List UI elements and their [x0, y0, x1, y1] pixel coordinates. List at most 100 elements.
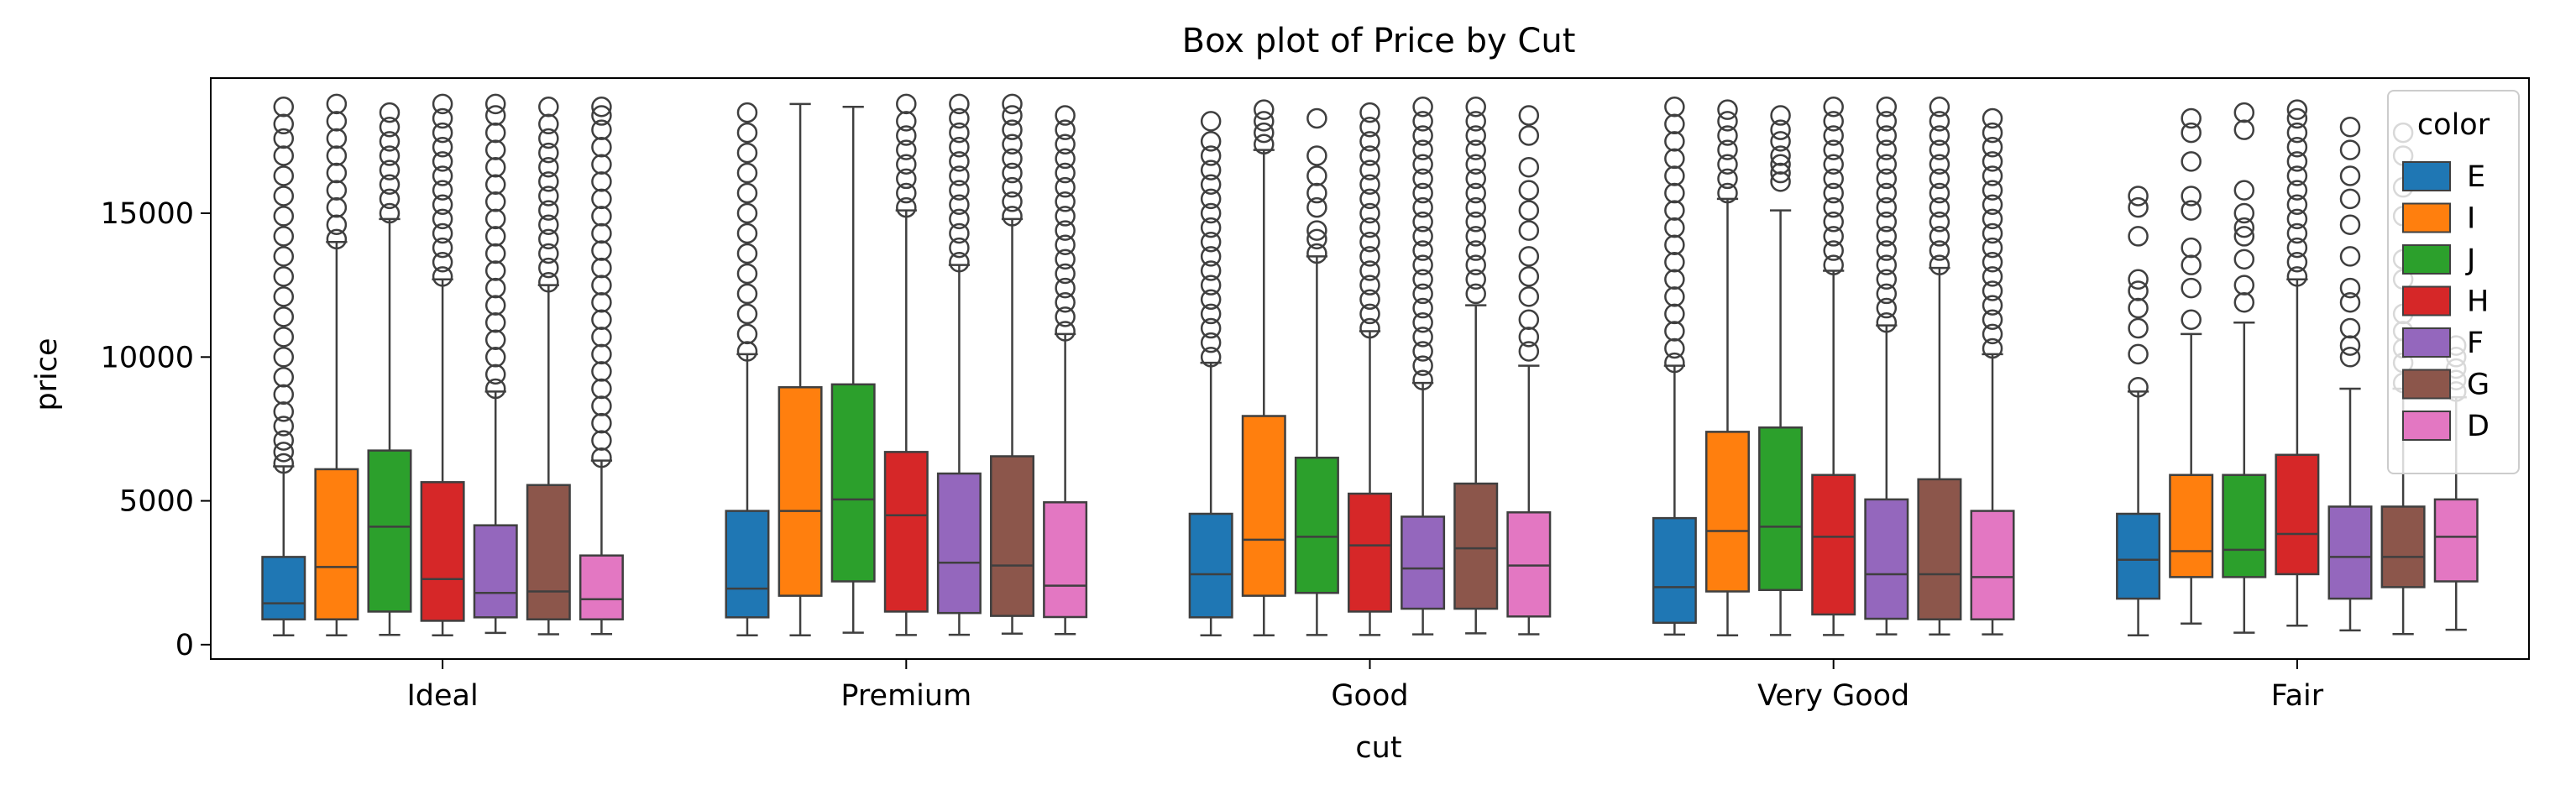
outlier-point	[1876, 125, 1898, 146]
outlier-point	[2128, 186, 2149, 207]
outlier-point	[1200, 131, 1222, 152]
outlier-point	[1002, 148, 1023, 170]
outlier-point	[1518, 266, 1540, 287]
outlier-point	[1412, 139, 1433, 160]
box-G-premium	[990, 455, 1035, 617]
outlier-point	[1518, 327, 1540, 348]
outlier-point	[2128, 377, 2149, 398]
outlier-point	[1055, 220, 1076, 241]
outlier-point	[1664, 217, 1685, 238]
outlier-point	[2286, 136, 2308, 158]
y-axis-label: price	[30, 337, 64, 411]
legend-label: I	[2467, 202, 2475, 236]
outlier-point	[896, 111, 917, 132]
outlier-point	[1465, 240, 1486, 261]
y-tick-label: 15000	[101, 197, 194, 231]
outlier-point	[1982, 180, 2003, 201]
outlier-point	[538, 142, 559, 164]
outlier-point	[432, 251, 453, 273]
outlier-point	[1412, 97, 1433, 118]
legend-label: J	[2465, 243, 2475, 277]
outlier-point	[591, 206, 612, 227]
outlier-point	[896, 93, 917, 115]
outlier-point	[949, 122, 970, 144]
outlier-point	[1055, 306, 1076, 327]
outlier-point	[484, 208, 506, 230]
outlier-point	[379, 116, 401, 138]
outlier-point	[2181, 277, 2202, 299]
outlier-point	[538, 214, 559, 235]
outlier-point	[949, 107, 970, 129]
outlier-point	[1306, 145, 1327, 166]
outlier-point	[379, 145, 401, 166]
outlier-point	[1929, 254, 1950, 275]
outlier-point	[1823, 154, 1844, 175]
box-F-ideal	[473, 524, 518, 619]
outlier-point	[896, 168, 917, 190]
legend-swatch	[2402, 202, 2451, 233]
legend-swatch	[2402, 244, 2451, 275]
outlier-point	[484, 277, 506, 299]
outlier-point	[538, 128, 559, 149]
outlier-point	[273, 206, 295, 227]
legend-swatch	[2402, 161, 2451, 191]
outlier-point	[1200, 188, 1222, 210]
outlier-point	[1200, 246, 1222, 267]
outlier-point	[1664, 269, 1685, 290]
outlier-point	[273, 266, 295, 287]
box-H-good	[1348, 492, 1392, 613]
outlier-point	[1055, 162, 1076, 184]
outlier-point	[1412, 111, 1433, 132]
outlier-point	[326, 145, 348, 166]
outlier-point	[1876, 154, 1898, 175]
outlier-point	[1412, 168, 1433, 190]
outlier-point	[1465, 154, 1486, 175]
outlier-point	[591, 275, 612, 296]
outlier-point	[1200, 145, 1222, 166]
legend-label: D	[2467, 410, 2490, 443]
outlier-point	[326, 214, 348, 235]
outlier-point	[2233, 119, 2255, 140]
outlier-point	[538, 156, 559, 178]
outlier-point	[1876, 297, 1898, 319]
outlier-point	[1982, 295, 2003, 316]
outlier-point	[1982, 136, 2003, 158]
outlier-point	[2128, 343, 2149, 365]
outlier-point	[1518, 200, 1540, 221]
outlier-point	[1664, 131, 1685, 152]
outlier-point	[1002, 105, 1023, 126]
legend-swatch	[2402, 285, 2451, 317]
outlier-point	[1982, 107, 2003, 129]
outlier-point	[1412, 154, 1433, 175]
x-tick-label: Ideal	[406, 679, 478, 713]
outlier-point	[2233, 217, 2255, 238]
outlier-point	[1055, 234, 1076, 255]
outlier-point	[326, 128, 348, 149]
outlier-point	[1770, 154, 1791, 175]
outlier-point	[1465, 283, 1486, 305]
outlier-point	[273, 97, 295, 118]
outlier-point	[591, 430, 612, 451]
outlier-point	[591, 412, 612, 434]
outlier-point	[538, 228, 559, 250]
outlier-point	[1359, 289, 1380, 311]
outlier-point	[1982, 309, 2003, 331]
outlier-point	[273, 165, 295, 186]
outlier-point	[1823, 168, 1844, 190]
outlier-point	[591, 309, 612, 331]
outlier-point	[1254, 133, 1275, 155]
outlier-point	[1359, 260, 1380, 281]
outlier-point	[1929, 196, 1950, 218]
outlier-point	[1306, 107, 1327, 129]
outlier-point	[1465, 111, 1486, 132]
outlier-point	[1306, 220, 1327, 241]
legend-label: H	[2467, 285, 2489, 319]
outlier-point	[2181, 122, 2202, 144]
outlier-point	[1717, 154, 1738, 175]
outlier-point	[1200, 275, 1222, 296]
outlier-point	[432, 136, 453, 158]
outlier-point	[1359, 246, 1380, 267]
outlier-point	[1982, 266, 2003, 287]
outlier-point	[484, 378, 506, 400]
